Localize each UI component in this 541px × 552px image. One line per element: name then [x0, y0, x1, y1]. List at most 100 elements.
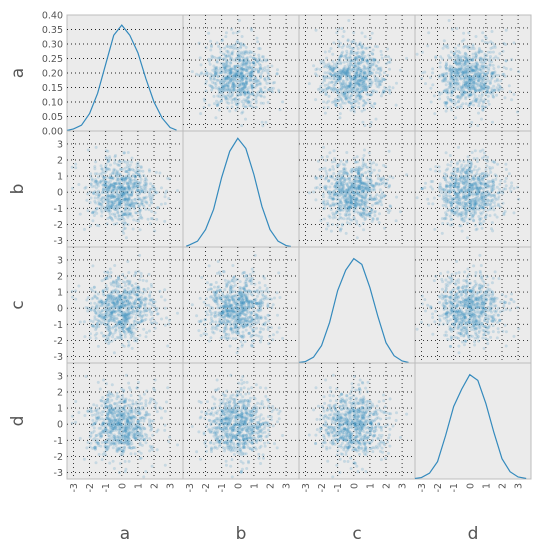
scatter-point	[376, 60, 380, 64]
scatter-point	[230, 51, 234, 55]
scatter-point	[139, 177, 143, 181]
scatter-point	[207, 57, 211, 61]
scatter-point	[256, 40, 260, 44]
scatter-point	[233, 76, 237, 80]
scatter-point	[244, 92, 248, 96]
scatter-point	[369, 50, 373, 54]
scatter-point	[361, 104, 365, 108]
scatter-point	[318, 187, 322, 191]
scatter-point	[444, 214, 448, 217]
scatter-point	[457, 43, 461, 47]
scatter-point	[222, 52, 225, 56]
scatter-point	[344, 54, 348, 58]
scatter-point	[321, 195, 325, 199]
scatter-point	[350, 105, 354, 109]
scatter-point	[134, 211, 138, 215]
scatter-point	[252, 61, 256, 65]
scatter-point	[236, 76, 240, 80]
scatter-point	[251, 73, 254, 77]
scatter-point	[104, 155, 108, 159]
scatter-point	[327, 178, 331, 182]
scatter-point	[337, 43, 341, 47]
scatter-point	[480, 94, 484, 98]
scatter-point	[358, 73, 362, 77]
scatter-point	[113, 168, 117, 172]
scatter-point	[479, 64, 483, 68]
scatter-point	[277, 90, 281, 94]
scatter-point	[458, 224, 462, 228]
scatter-point	[211, 86, 215, 90]
scatter-point	[148, 169, 151, 173]
scatter-point	[88, 201, 92, 204]
scatter-point	[125, 190, 129, 194]
scatter-point	[460, 163, 464, 167]
scatter-point	[242, 98, 246, 102]
scatter-point	[257, 68, 260, 72]
scatter-point	[240, 111, 244, 115]
scatter-point	[372, 161, 376, 165]
scatter-point	[234, 108, 238, 112]
scatter-point	[482, 64, 486, 68]
scatter-point	[346, 66, 350, 70]
scatter-point	[207, 59, 211, 63]
scatter-point	[225, 88, 229, 92]
scatter-point	[230, 85, 234, 89]
scatter-point	[358, 97, 362, 101]
scatter-point	[329, 73, 333, 77]
scatter-point	[360, 76, 364, 79]
scatter-point	[225, 54, 229, 58]
scatter-point	[344, 198, 348, 202]
scatter-point	[370, 89, 374, 93]
scatter-point	[222, 88, 226, 92]
scatter-point	[238, 82, 242, 86]
scatter-point	[231, 76, 234, 80]
scatter-point	[243, 63, 247, 67]
scatter-point	[246, 99, 250, 103]
scatter-point	[82, 227, 86, 231]
scatter-point	[356, 88, 360, 92]
scatter-point	[225, 44, 229, 48]
scatter-point	[452, 52, 456, 56]
scatter-point	[383, 89, 387, 93]
scatter-point	[452, 99, 456, 103]
scatter-point	[239, 82, 243, 86]
scatter-point	[477, 189, 481, 193]
scatter-point	[485, 64, 489, 68]
scatter-point	[94, 145, 98, 149]
scatter-point	[140, 188, 144, 192]
scatter-point	[462, 45, 466, 49]
scatter-point	[370, 59, 374, 63]
scatter-point	[355, 57, 359, 61]
scatter-point	[379, 83, 383, 86]
scatter-point	[242, 74, 246, 78]
scatter-point	[153, 211, 157, 215]
scatter-point	[329, 87, 333, 91]
scatter-point	[260, 90, 264, 94]
scatter-point	[252, 70, 256, 74]
scatter-point	[128, 188, 132, 192]
scatter-point	[231, 74, 235, 78]
scatter-point	[475, 160, 479, 164]
scatter-point	[341, 67, 345, 71]
scatter-point	[204, 68, 207, 72]
scatter-point	[496, 56, 500, 60]
scatter-point	[241, 110, 245, 114]
scatter-point	[339, 88, 343, 92]
scatter-point	[479, 84, 483, 88]
scatter-point	[215, 103, 219, 107]
scatter-point	[353, 62, 357, 66]
scatter-point	[241, 58, 245, 62]
scatter-point	[238, 73, 242, 77]
scatter-point	[245, 67, 249, 71]
scatter-point	[325, 101, 329, 105]
scatter-point	[352, 110, 356, 114]
scatter-point	[363, 108, 366, 112]
scatter-point	[248, 92, 252, 96]
scatter-point	[240, 87, 244, 91]
scatter-point	[238, 87, 242, 91]
scatter-point	[352, 66, 355, 70]
scatter-point	[324, 87, 328, 91]
scatter-point	[244, 62, 248, 66]
scatter-point	[370, 219, 374, 223]
scatter-point	[338, 103, 342, 107]
